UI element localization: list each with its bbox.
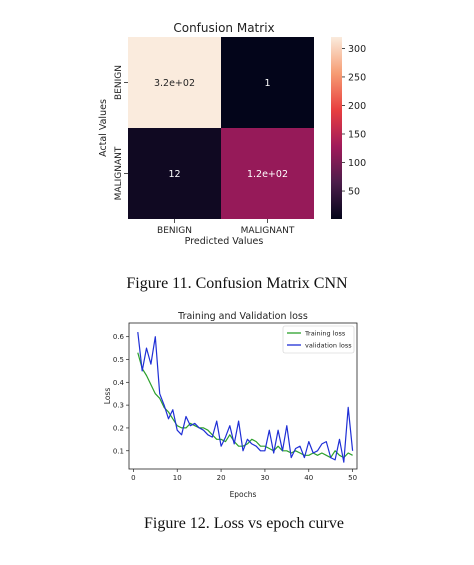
heatmap-x-tick-label: BENIGN — [157, 226, 192, 236]
line-chart-series — [137, 332, 354, 463]
line-chart-y-tick-label: 0.5 — [113, 356, 124, 364]
heatmap-x-tick-label: MALIGNANT — [241, 226, 295, 236]
legend-label-validation: validation loss — [305, 342, 352, 350]
line-chart-y-ticks: 0.1 0.2 0.3 0.4 0.5 0.6 — [113, 333, 129, 455]
line-chart-x-tick-label: 10 — [173, 474, 182, 482]
heatmap-y-axis-label: Actal Values — [98, 99, 109, 157]
colorbar-tick-label: 200 — [348, 101, 366, 112]
line-chart-y-tick-label: 0.3 — [113, 402, 124, 410]
line-chart-y-tick-label: 0.2 — [113, 424, 124, 432]
heatmap-cell-label: 12 — [168, 169, 180, 180]
line-chart-x-tick-label: 20 — [217, 474, 226, 482]
heatmap-y-tick-label: MALIGNANT — [114, 146, 124, 200]
heatmap-y-tick-label: BENIGN — [114, 65, 124, 100]
legend: Training loss validation loss — [282, 325, 355, 354]
line-chart-y-tick-label: 0.4 — [113, 379, 125, 387]
line-chart-y-tick-label: 0.1 — [113, 447, 124, 455]
colorbar-tick-label: 300 — [348, 44, 366, 55]
heatmap-cell — [221, 128, 314, 219]
heatmap-title: Confusion Matrix — [173, 21, 274, 35]
series-line-validation-loss — [137, 332, 354, 463]
heatmap-cell — [128, 128, 221, 219]
heatmap-cell-label: 1.2e+02 — [247, 169, 288, 180]
line-chart-y-axis-label: Loss — [103, 388, 112, 405]
loss-curve-figure: Training and Validation loss 0 10 20 30 40 50… — [103, 311, 358, 532]
figure-12-caption: Figure 12. Loss vs epoch curve — [144, 515, 344, 532]
line-chart-x-ticks: 0 10 20 30 40 50 — [131, 469, 357, 482]
line-chart-x-axis-label: Epochs — [230, 490, 257, 499]
heatmap-cell-label: 1 — [264, 78, 270, 89]
heatmap-y-tick-labels: BENIGN MALIGNANT — [114, 65, 128, 200]
line-chart-x-tick-label: 0 — [131, 474, 135, 482]
heatmap-cell-label: 3.2e+02 — [154, 78, 195, 89]
heatmap-cells — [128, 37, 314, 219]
heatmap-cell — [128, 37, 221, 128]
line-chart-title: Training and Validation loss — [177, 311, 308, 322]
colorbar-tick-label: 100 — [348, 158, 366, 169]
colorbar — [331, 37, 342, 219]
figure-11-caption: Figure 11. Confusion Matrix CNN — [126, 275, 348, 292]
colorbar-tick-label: 150 — [348, 129, 366, 140]
line-chart-y-tick-label: 0.6 — [113, 333, 125, 341]
line-chart-x-tick-label: 50 — [348, 474, 357, 482]
legend-label-training: Training loss — [304, 330, 346, 338]
heatmap-cell — [221, 37, 314, 128]
line-chart-x-tick-label: 30 — [260, 474, 269, 482]
line-chart-x-tick-label: 40 — [304, 474, 313, 482]
colorbar-tick-label: 50 — [348, 187, 360, 198]
confusion-matrix-figure: Confusion Matrix 3.2e+02 1 12 1.2e+02 BENIG… — [98, 21, 366, 292]
heatmap-x-axis-label: Predicted Values — [185, 236, 264, 247]
colorbar-tick-label: 250 — [348, 72, 366, 83]
heatmap-x-tick-labels: BENIGN MALIGNANT — [157, 219, 295, 236]
heatmap-annotations: 3.2e+02 1 12 1.2e+02 — [154, 78, 288, 180]
colorbar-ticks: 50 100 150 200 250 300 — [342, 44, 366, 198]
